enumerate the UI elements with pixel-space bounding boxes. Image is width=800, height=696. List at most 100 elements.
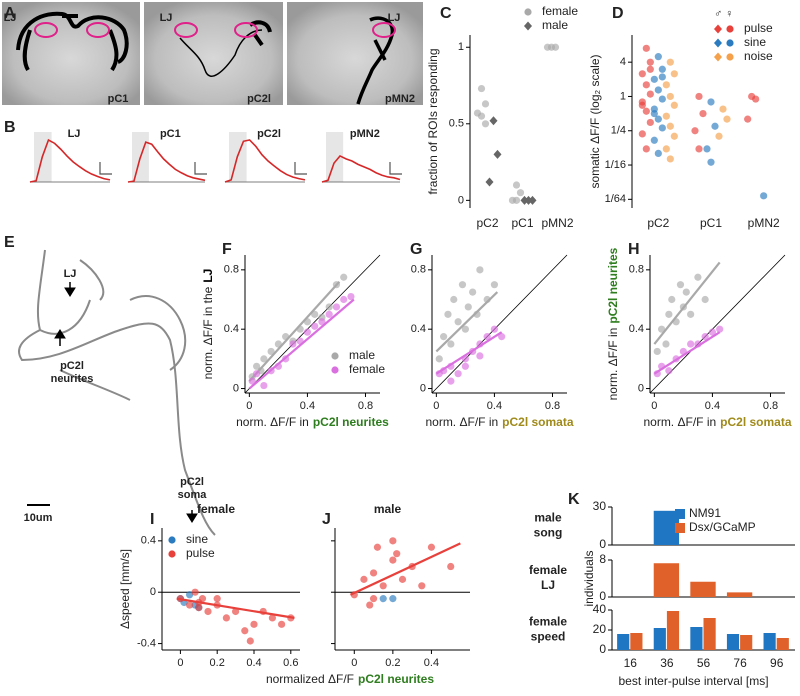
point	[699, 110, 707, 118]
point	[267, 347, 275, 356]
y-tick-label: 0.8	[224, 264, 239, 276]
point	[278, 620, 286, 628]
x-tick-label: 16	[624, 656, 638, 670]
panel-letter: J	[322, 511, 331, 528]
point	[260, 381, 268, 390]
x-tick-label: 0	[177, 657, 183, 669]
point	[654, 149, 662, 158]
point	[427, 543, 436, 551]
point	[325, 303, 333, 311]
x-tick-label: 0	[651, 400, 657, 412]
point	[707, 158, 715, 166]
panel-letter: F	[222, 241, 232, 258]
x-tick-label: pC1	[511, 216, 533, 230]
x-axis-label-part: pC2l somata	[720, 415, 792, 429]
point	[268, 614, 276, 622]
y-axis-label: individuals	[582, 550, 596, 606]
point	[650, 110, 658, 118]
y-axis-label: norm. ΔF/F in pC2l neurites	[606, 247, 620, 400]
point	[670, 132, 678, 140]
point	[642, 44, 650, 52]
x-tick-label: 0	[351, 657, 357, 669]
neuron	[59, 259, 187, 401]
point	[682, 288, 690, 296]
panel-letter: D	[612, 5, 624, 22]
point	[665, 367, 673, 375]
y-axis-label-part: norm. ΔF/F in	[606, 328, 620, 401]
bar	[763, 633, 776, 650]
point	[711, 122, 719, 130]
legend-label: female	[542, 4, 578, 18]
y-axis-label: norm. ΔF/F in the LJ	[201, 269, 215, 380]
arrow	[59, 282, 193, 520]
point	[204, 607, 212, 616]
point	[311, 322, 319, 330]
point	[389, 556, 397, 564]
point	[638, 101, 646, 109]
point	[493, 149, 502, 159]
trace	[321, 154, 401, 183]
point	[708, 328, 717, 336]
point	[666, 58, 674, 66]
trace	[29, 138, 111, 183]
x-axis-label: best inter-pulse interval [ms]	[618, 674, 768, 688]
panel-letter: K	[568, 491, 580, 508]
point	[642, 107, 650, 115]
point	[658, 73, 666, 81]
row-label: female	[529, 615, 567, 629]
point	[654, 115, 662, 123]
point	[658, 95, 666, 103]
image-label: pC2l	[180, 476, 204, 488]
arrow-head	[54, 287, 198, 523]
x-axis-label: norm. ΔF/F in pC2l neurites	[236, 415, 389, 429]
x-tick-label: 0.4	[424, 657, 439, 669]
point	[191, 588, 199, 596]
trace	[127, 141, 206, 183]
point	[752, 95, 760, 103]
x-tick-label: pC2	[476, 216, 498, 230]
point	[498, 333, 506, 341]
y-tick-label: 0.4	[411, 323, 426, 335]
point	[366, 601, 374, 609]
point	[347, 292, 355, 301]
point	[694, 273, 702, 281]
point	[760, 192, 768, 200]
point	[642, 145, 650, 153]
point	[520, 195, 529, 205]
legend-label: pulse	[744, 21, 773, 35]
point	[325, 310, 333, 318]
image-label: pC2l	[60, 360, 84, 372]
point	[340, 273, 348, 281]
bar	[617, 634, 630, 650]
image-label: LJ	[64, 268, 77, 280]
x-tick-label: 0.4	[300, 400, 315, 412]
fit-line	[248, 280, 341, 382]
point	[369, 595, 378, 603]
point	[168, 536, 176, 544]
image-label: 10um	[24, 512, 53, 524]
panel-letter: G	[410, 241, 422, 258]
point	[168, 550, 176, 558]
bar	[690, 627, 703, 650]
point	[246, 637, 254, 645]
brain-image	[144, 2, 283, 105]
y-tick-label: 0	[420, 382, 426, 394]
point	[670, 70, 678, 78]
legend-label: female	[349, 362, 385, 376]
point	[658, 65, 666, 73]
point	[638, 130, 646, 138]
x-tick-label: 0.4	[487, 400, 502, 412]
legend-label: male	[349, 348, 375, 362]
row-label: female	[529, 563, 567, 577]
fit-line	[435, 331, 503, 375]
point	[331, 366, 339, 374]
point	[461, 362, 469, 370]
legend-label: noise	[744, 49, 773, 63]
point	[483, 333, 491, 341]
y-axis-label-part: pC2l neurites	[606, 247, 620, 323]
point	[524, 8, 532, 16]
point	[714, 52, 722, 62]
y-tick-label: 0.4	[141, 535, 156, 547]
y-tick-label: 20	[593, 622, 607, 636]
